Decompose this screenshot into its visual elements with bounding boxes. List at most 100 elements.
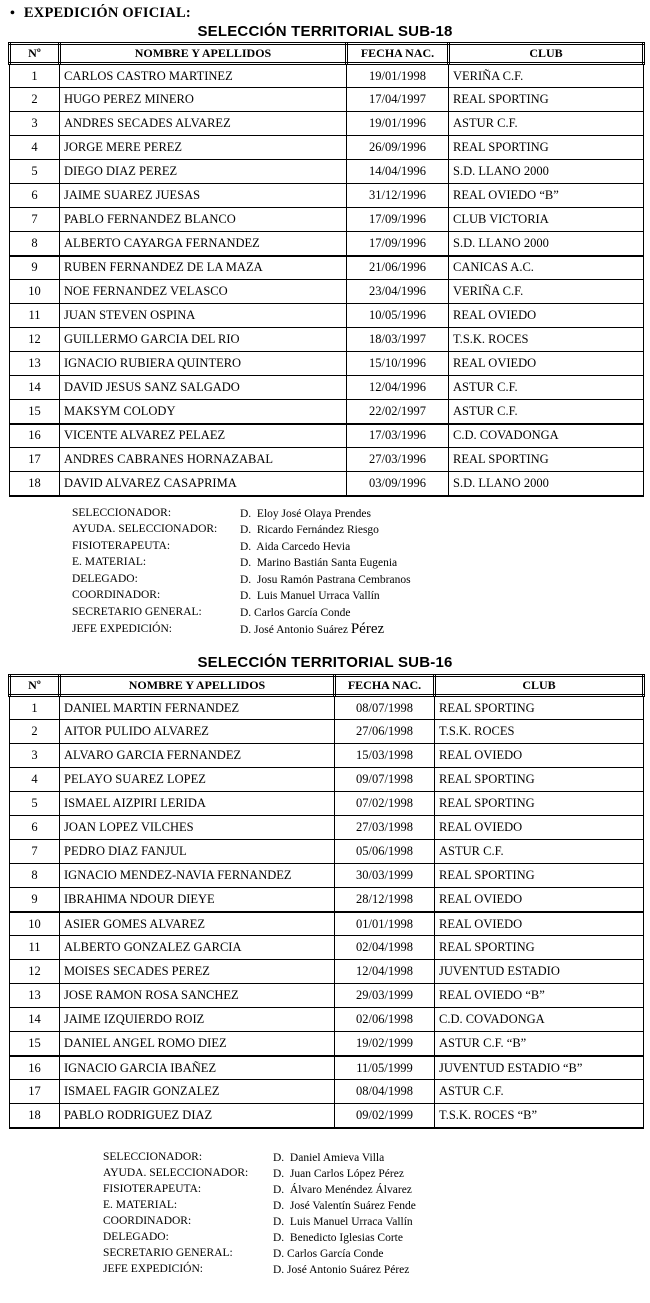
player-row: 1 DANIEL MARTIN FERNANDEZ 08/07/1998 REA… (9, 695, 644, 721)
player-name: JAIME SUAREZ JUESAS (59, 183, 347, 208)
player-club: ASTUR C.F. “B” (434, 1031, 644, 1057)
squad-title-sub18: SELECCIÓN TERRITORIAL SUB-18 (197, 23, 453, 40)
player-row: 1 CARLOS CASTRO MARTINEZ 19/01/1998 VERI… (9, 63, 644, 88)
staff-role: SECRETARIO GENERAL: (103, 1246, 233, 1259)
roster-table-sub18: Nº NOMBRE Y APELLIDOS FECHA NAC. CLUB 1 … (8, 42, 645, 497)
player-birthdate: 17/03/1996 (346, 422, 449, 448)
player-club: REAL SPORTING (448, 447, 644, 472)
player-club: REAL SPORTING (434, 863, 644, 889)
staff-line: FISIOTERAPEUTA: D. Aida Carcedo Hevia (72, 539, 642, 556)
col-header-club: CLUB (433, 674, 645, 698)
roster-body-sub16: 1 DANIEL MARTIN FERNANDEZ 08/07/1998 REA… (9, 695, 644, 1129)
player-number: 12 (9, 327, 60, 352)
staff-role: SECRETARIO GENERAL: (72, 606, 202, 619)
player-row: 10 NOE FERNANDEZ VELASCO 23/04/1996 VERI… (9, 279, 644, 304)
player-club: REAL SPORTING (448, 135, 644, 160)
player-number: 10 (9, 910, 60, 937)
player-name: NOE FERNANDEZ VELASCO (59, 279, 347, 304)
col-header-number: Nº (8, 42, 61, 65)
player-number: 16 (9, 422, 60, 448)
staff-line: DELEGADO: D. Josu Ramón Pastrana Cembran… (72, 572, 642, 589)
player-row: 2 AITOR PULIDO ALVAREZ 27/06/1998 T.S.K.… (9, 719, 644, 745)
player-birthdate: 29/03/1999 (334, 983, 435, 1009)
player-club: REAL SPORTING (434, 767, 644, 793)
player-club: REAL OVIEDO (448, 351, 644, 376)
player-name: JUAN STEVEN OSPINA (59, 303, 347, 328)
player-birthdate: 03/09/1996 (346, 471, 449, 496)
player-birthdate: 17/09/1996 (346, 207, 449, 232)
col-header-number: Nº (8, 674, 61, 698)
player-row: 14 JAIME IZQUIERDO ROIZ 02/06/1998 C.D. … (9, 1007, 644, 1033)
staff-person: D. José Antonio Suárez Pérez (240, 620, 385, 637)
player-name: ASIER GOMES ALVAREZ (59, 910, 335, 937)
player-number: 18 (9, 471, 60, 496)
player-name: IGNACIO RUBIERA QUINTERO (59, 351, 347, 376)
staff-line: SELECCIONADOR: D. Eloy José Olaya Prende… (72, 506, 642, 523)
player-club: C.D. COVADONGA (434, 1007, 644, 1033)
player-birthdate: 27/03/1998 (334, 815, 435, 841)
roster-header-row: Nº NOMBRE Y APELLIDOS FECHA NAC. CLUB (8, 42, 645, 65)
player-number: 3 (9, 743, 60, 769)
player-row: 10 ASIER GOMES ALVAREZ 01/01/1998 REAL O… (9, 910, 644, 937)
player-birthdate: 19/02/1999 (334, 1031, 435, 1057)
player-name: PELAYO SUAREZ LOPEZ (59, 767, 335, 793)
player-club: REAL OVIEDO “B” (434, 983, 644, 1009)
player-birthdate: 09/07/1998 (334, 767, 435, 793)
player-club: REAL SPORTING (434, 791, 644, 817)
player-birthdate: 31/12/1996 (346, 183, 449, 208)
staff-role: JEFE EXPEDICIÓN: (72, 622, 172, 635)
player-row: 6 JAIME SUAREZ JUESAS 31/12/1996 REAL OV… (9, 183, 644, 208)
player-name: CARLOS CASTRO MARTINEZ (59, 63, 347, 88)
player-row: 8 ALBERTO CAYARGA FERNANDEZ 17/09/1996 S… (9, 231, 644, 256)
staff-role: AYUDA. SELECCIONADOR: (72, 523, 218, 536)
staff-role: SELECCIONADOR: (72, 506, 172, 519)
player-number: 4 (9, 135, 60, 160)
player-name: JOSE RAMON ROSA SANCHEZ (59, 983, 335, 1009)
player-name: ISMAEL AIZPIRI LERIDA (59, 791, 335, 817)
staff-person: D. Juan Carlos López Pérez (273, 1167, 404, 1180)
col-header-name: NOMBRE Y APELLIDOS (58, 674, 336, 698)
player-row: 15 DANIEL ANGEL ROMO DIEZ 19/02/1999 AST… (9, 1031, 644, 1057)
player-birthdate: 07/02/1998 (334, 791, 435, 817)
expedition-heading-text: EXPEDICIÓN OFICIAL: (23, 5, 191, 21)
player-number: 14 (9, 375, 60, 400)
player-number: 6 (9, 183, 60, 208)
player-number: 7 (9, 839, 60, 865)
staff-person: D. Álvaro Menéndez Álvarez (273, 1183, 412, 1196)
player-name: PABLO RODRIGUEZ DIAZ (59, 1103, 335, 1129)
player-birthdate: 15/03/1998 (334, 743, 435, 769)
player-birthdate: 10/05/1996 (346, 303, 449, 328)
player-birthdate: 15/10/1996 (346, 351, 449, 376)
player-row: 16 VICENTE ALVAREZ PELAEZ 17/03/1996 C.D… (9, 422, 644, 448)
player-club: T.S.K. ROCES “B” (434, 1103, 644, 1129)
staff-line: DELEGADO: D. Benedicto Iglesias Corte (103, 1230, 642, 1246)
player-number: 9 (9, 887, 60, 913)
player-name: IGNACIO MENDEZ-NAVIA FERNANDEZ (59, 863, 335, 889)
player-name: JORGE MERE PEREZ (59, 135, 347, 160)
player-name: PEDRO DIAZ FANJUL (59, 839, 335, 865)
roster-table-sub16: Nº NOMBRE Y APELLIDOS FECHA NAC. CLUB 1 … (8, 674, 645, 1129)
player-number: 7 (9, 207, 60, 232)
player-club: T.S.K. ROCES (448, 327, 644, 352)
player-club: REAL OVIEDO (434, 743, 644, 769)
player-row: 7 PEDRO DIAZ FANJUL 05/06/1998 ASTUR C.F… (9, 839, 644, 865)
staff-role: DELEGADO: (103, 1230, 169, 1243)
staff-line: JEFE EXPEDICIÓN: D. José Antonio Suárez … (72, 620, 642, 639)
player-name: ALBERTO GONZALEZ GARCIA (59, 935, 335, 961)
player-row: 5 ISMAEL AIZPIRI LERIDA 07/02/1998 REAL … (9, 791, 644, 817)
staff-person: D. Luis Manuel Urraca Vallín (273, 1215, 413, 1228)
expedition-heading: • EXPEDICIÓN OFICIAL: (8, 5, 642, 22)
col-header-birthdate: FECHA NAC. (333, 674, 436, 698)
staff-role: AYUDA. SELECCIONADOR: (103, 1166, 249, 1179)
player-name: IGNACIO GARCIA IBAÑEZ (59, 1054, 335, 1081)
player-club: ASTUR C.F. (448, 399, 644, 424)
player-number: 2 (9, 87, 60, 112)
player-row: 2 HUGO PEREZ MINERO 17/04/1997 REAL SPOR… (9, 87, 644, 112)
staff-person: D. Josu Ramón Pastrana Cembranos (240, 573, 411, 586)
staff-line: COORDINADOR: D. Luis Manuel Urraca Vallí… (103, 1214, 642, 1230)
player-row: 11 JUAN STEVEN OSPINA 10/05/1996 REAL OV… (9, 303, 644, 328)
player-row: 4 JORGE MERE PEREZ 26/09/1996 REAL SPORT… (9, 135, 644, 160)
staff-list-sub18: SELECCIONADOR: D. Eloy José Olaya Prende… (72, 506, 642, 639)
staff-role: E. MATERIAL: (103, 1198, 178, 1211)
player-name: AITOR PULIDO ALVAREZ (59, 719, 335, 745)
